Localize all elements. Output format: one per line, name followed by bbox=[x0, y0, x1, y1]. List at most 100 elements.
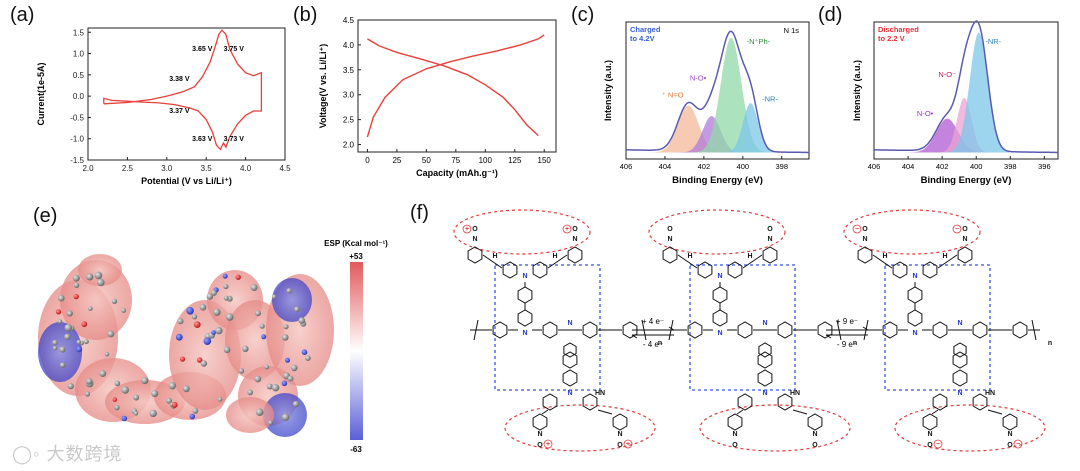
backbone-ring bbox=[972, 321, 988, 339]
colorbar-title: ESP (Kcal mol⁻¹) bbox=[324, 239, 388, 248]
y-tick-label: -1.5 bbox=[70, 156, 84, 165]
amide-H: H bbox=[687, 253, 692, 260]
amine-N: N bbox=[957, 390, 962, 397]
atom-sphere bbox=[168, 382, 177, 390]
pendant-phenyl bbox=[563, 342, 577, 358]
atom-sphere bbox=[84, 391, 91, 397]
x-tick-label: 400 bbox=[737, 162, 750, 171]
atom-sphere bbox=[64, 333, 71, 340]
bond bbox=[872, 254, 893, 269]
nitroxide-O: O bbox=[537, 442, 543, 449]
panel-label-f: (f) bbox=[410, 202, 429, 224]
atom-sphere bbox=[73, 293, 79, 300]
panel-label-d: (d) bbox=[818, 4, 843, 26]
amine-N: N bbox=[912, 273, 917, 280]
x-axis-label: Binding Energy (eV) bbox=[672, 175, 763, 186]
benzene-ring bbox=[757, 369, 773, 387]
backbone-ring bbox=[817, 321, 833, 339]
atom-sphere bbox=[59, 346, 66, 353]
atom-sphere bbox=[223, 283, 229, 290]
backbone-ring bbox=[622, 321, 638, 339]
backbone-N: N bbox=[762, 320, 767, 327]
amide-HN: HN bbox=[985, 390, 995, 397]
benzene-ring bbox=[502, 261, 518, 279]
charge-circle bbox=[562, 224, 572, 234]
atom-sphere bbox=[99, 370, 107, 377]
charge-circle bbox=[543, 439, 553, 449]
y-tick-label: 0.0 bbox=[73, 92, 85, 101]
charge-symbol: − bbox=[1016, 441, 1020, 448]
atom-sphere bbox=[196, 357, 203, 363]
atom-sphere bbox=[286, 288, 292, 294]
atom-sphere bbox=[177, 318, 184, 325]
panel-label-a: (a) bbox=[10, 4, 35, 26]
peak-annotation: 3.38 V bbox=[169, 76, 190, 83]
benzene-ring bbox=[952, 351, 968, 369]
x-axis-label: Capacity (mAh.g⁻¹) bbox=[416, 168, 498, 178]
arrowhead bbox=[825, 334, 832, 339]
atom-sphere bbox=[223, 295, 229, 301]
nitroxide-region-top bbox=[648, 209, 786, 255]
peak-annotation: 3.37 V bbox=[169, 108, 190, 115]
nitroxide-region-bottom bbox=[699, 404, 851, 452]
pyrroline-ring bbox=[467, 246, 483, 264]
amide-H: H bbox=[492, 253, 497, 260]
atom-sphere bbox=[283, 324, 289, 330]
arrow-label-bottom: - 4 e⁻ bbox=[643, 340, 663, 349]
atom-sphere bbox=[223, 346, 231, 354]
y-tick-label: 4.5 bbox=[343, 16, 355, 25]
atom-sphere bbox=[94, 271, 103, 280]
nitroxide-region-top bbox=[453, 209, 591, 255]
panel-label-b: (b) bbox=[293, 4, 318, 26]
backbone-ring bbox=[777, 321, 793, 339]
peak-label: ⁺ N=O bbox=[662, 91, 684, 100]
nitroxide-N: N bbox=[812, 431, 817, 438]
atom-sphere bbox=[213, 308, 221, 316]
atom-sphere bbox=[86, 378, 93, 385]
atom-sphere bbox=[217, 397, 223, 402]
atom-sphere bbox=[264, 364, 270, 370]
nitroxide-N: N bbox=[1007, 431, 1012, 438]
atom-sphere bbox=[52, 339, 58, 346]
atom-sphere bbox=[271, 294, 277, 300]
atom-sphere bbox=[285, 357, 290, 363]
atom-sphere bbox=[97, 278, 105, 287]
nitroxide-O: O bbox=[472, 226, 478, 233]
peak-annotation: 3.75 V bbox=[224, 46, 245, 53]
pendant-phenyl bbox=[953, 342, 967, 358]
amine-N: N bbox=[522, 330, 527, 337]
benzene-ring bbox=[932, 393, 948, 411]
benzene-ring bbox=[582, 393, 598, 411]
nitroxide-region-top bbox=[843, 209, 981, 255]
charge-circle bbox=[462, 224, 472, 234]
xps-charged-chart: 406 404 402 400 398 Binding Energy (eV) Intens… bbox=[603, 21, 810, 186]
nitroxide-N: N bbox=[962, 236, 967, 243]
x-tick-label: 150 bbox=[538, 156, 552, 165]
nitroxide-O: O bbox=[732, 442, 738, 449]
esp-surface-lobe bbox=[226, 397, 274, 433]
watermark-icon: ◯◦ bbox=[12, 444, 41, 464]
nitroxide-N: N bbox=[927, 431, 932, 438]
atom-sphere bbox=[133, 411, 139, 416]
charge-symbol: + bbox=[465, 226, 469, 233]
atom-sphere bbox=[254, 375, 262, 383]
repeat-unit-box bbox=[884, 264, 991, 391]
watermark-logo: ◯◦ 大数跨境 bbox=[12, 440, 123, 466]
bond bbox=[931, 409, 939, 415]
xps-peak-area bbox=[874, 32, 1058, 153]
atom-sphere bbox=[186, 307, 194, 315]
backbone-ring bbox=[737, 321, 753, 339]
charge-circle bbox=[623, 439, 633, 449]
xps-peak-area bbox=[626, 105, 809, 153]
peak-label: -NR- bbox=[762, 95, 778, 104]
peak-label: N-O• bbox=[690, 74, 707, 83]
charge-circle bbox=[1013, 439, 1023, 449]
atom-sphere bbox=[73, 282, 80, 288]
amide-H: H bbox=[747, 253, 752, 260]
x-tick-label: 396 bbox=[1038, 162, 1051, 171]
condition-tag: Discharged bbox=[878, 25, 919, 34]
benzene-ring bbox=[562, 369, 578, 387]
atom-sphere bbox=[107, 330, 115, 338]
pyrroline-ring bbox=[727, 413, 743, 431]
